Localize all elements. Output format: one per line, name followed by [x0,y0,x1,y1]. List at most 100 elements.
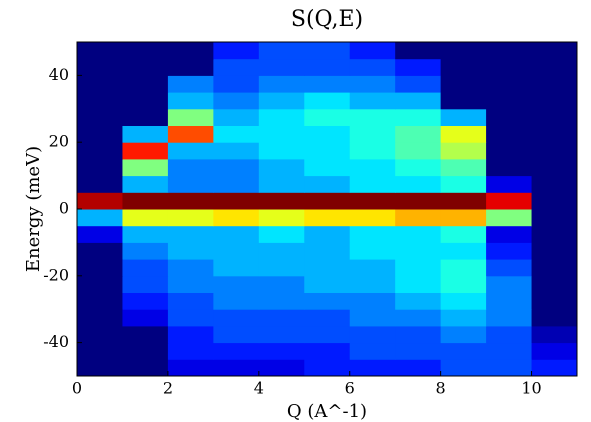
heat-cell [258,225,305,243]
heat-cell [258,192,305,210]
heat-cell [167,209,214,227]
heat-cell [486,259,533,277]
heat-cell [122,125,169,143]
heat-cell [167,275,214,293]
heat-cell [440,92,487,110]
heat-cell [122,359,169,377]
heat-cell [167,158,214,177]
heat-cell [167,342,214,360]
heat-cell [258,242,305,260]
heat-cell [122,325,169,344]
heat-cell [122,209,169,227]
heat-cell [395,225,442,243]
chart-title: S(Q,E) [291,7,363,32]
heat-cell [395,325,442,344]
heat-cell [395,275,442,293]
heat-cell [258,125,305,143]
heat-cell [395,175,442,193]
heat-cell [486,275,533,293]
heat-cell [167,125,214,143]
heat-cell [213,242,260,260]
heat-cell [122,142,169,160]
heat-cell [258,108,305,126]
y-tick-label: 40 [49,65,69,84]
heat-cell [213,75,260,93]
heat-cell [167,42,214,60]
heat-cell [304,42,351,60]
heat-cell [349,108,396,126]
heat-cell [440,158,487,177]
heat-cell [395,75,442,93]
heat-cell [349,242,396,260]
heat-cell [531,75,578,93]
heat-cell [77,142,123,160]
heat-cell [440,359,487,377]
heat-cell [395,359,442,377]
heat-cell [349,142,396,160]
heat-cell [486,75,533,93]
heat-cell [349,259,396,277]
heat-cell [486,292,533,310]
heat-cell [258,75,305,93]
heat-cell [258,275,305,293]
heat-cell [486,325,533,344]
heat-cell [77,359,123,377]
heat-cell [304,309,351,327]
heat-cell [531,209,578,227]
heat-cell [77,75,123,93]
heat-cell [440,292,487,310]
heat-cell [258,325,305,344]
heat-cell [531,42,578,60]
heat-cell [77,175,123,193]
y-tick-label: -40 [43,332,69,351]
heat-cell [213,175,260,193]
heat-cell [77,292,123,310]
heat-cell [349,325,396,344]
heat-cell [258,92,305,110]
heat-cell [167,75,214,93]
heat-cell [77,158,123,177]
heat-cell [167,58,214,76]
heat-cell [122,192,169,210]
heat-cell [531,242,578,260]
x-tick-label: 8 [436,379,446,398]
heat-cell [304,125,351,143]
heat-cell [258,42,305,60]
heat-cell [349,309,396,327]
x-tick-label: 2 [163,379,173,398]
heat-cell [304,242,351,260]
heat-cell [395,342,442,360]
heat-cell [304,192,351,210]
heat-cell [349,158,396,177]
heat-cell [440,225,487,243]
heat-cell [213,42,260,60]
heat-cell [531,92,578,110]
heat-cell [531,158,578,177]
heat-cell [486,142,533,160]
heat-cell [304,175,351,193]
heat-cell [304,359,351,377]
heat-cell [486,42,533,60]
heat-cell [77,209,123,227]
heat-cell [213,92,260,110]
heat-cell [349,125,396,143]
heat-cell [349,342,396,360]
heat-cell [258,142,305,160]
heat-cell [304,209,351,227]
heat-cell [349,359,396,377]
heat-cell [122,259,169,277]
heat-cell [440,75,487,93]
heat-cell [122,242,169,260]
heat-cell [440,192,487,210]
heat-cell [440,259,487,277]
heat-cell [167,142,214,160]
heat-cell [486,92,533,110]
heat-cell [440,175,487,193]
heat-cell [77,259,123,277]
heat-cell [486,209,533,227]
heat-cell [258,158,305,177]
heat-cell [167,92,214,110]
heat-cell [167,242,214,260]
heat-cell [395,158,442,177]
